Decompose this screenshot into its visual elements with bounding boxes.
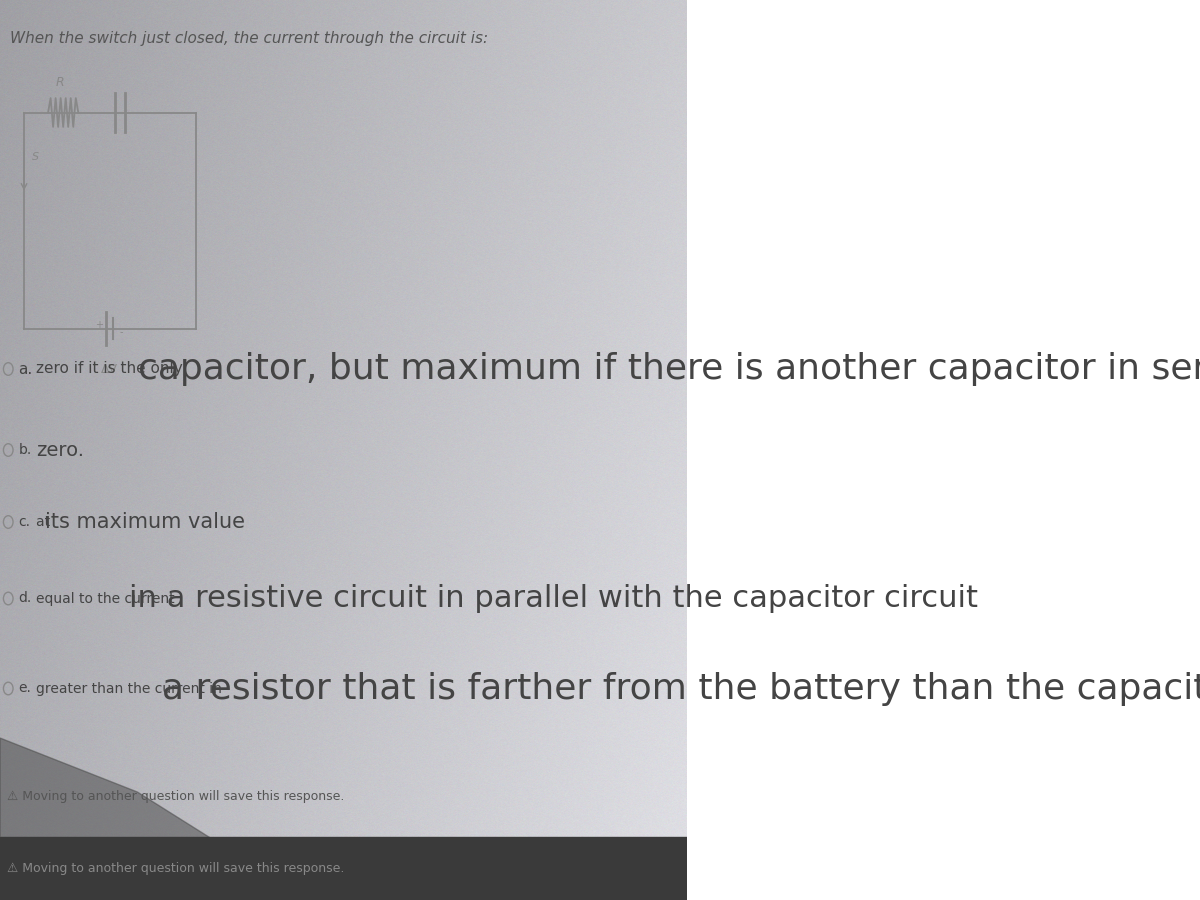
Polygon shape — [0, 738, 310, 900]
Text: -: - — [119, 327, 122, 338]
Text: ΔV: ΔV — [101, 363, 119, 375]
Text: zero if it is the only: zero if it is the only — [36, 362, 187, 376]
Text: +: + — [95, 320, 103, 330]
Text: d.: d. — [18, 591, 31, 606]
Text: c.: c. — [18, 515, 30, 529]
Bar — [0, 837, 686, 900]
Text: ⚠ Moving to another question will save this response.: ⚠ Moving to another question will save t… — [7, 862, 344, 875]
Text: e.: e. — [18, 681, 31, 696]
Text: a.: a. — [18, 362, 32, 376]
Text: When the switch just closed, the current through the circuit is:: When the switch just closed, the current… — [11, 32, 488, 47]
Text: in a resistive circuit in parallel with the capacitor circuit: in a resistive circuit in parallel with … — [130, 584, 978, 613]
Text: equal to the current: equal to the current — [36, 591, 179, 606]
Text: b.: b. — [18, 443, 31, 457]
Text: a resistor that is farther from the battery than the capacitor.: a resistor that is farther from the batt… — [162, 671, 1200, 706]
Text: ⚠ Moving to another question will save this response.: ⚠ Moving to another question will save t… — [7, 790, 344, 803]
Text: greater than the current in: greater than the current in — [36, 681, 226, 696]
Text: zero.: zero. — [36, 440, 84, 460]
Text: R: R — [55, 76, 64, 89]
Text: at: at — [36, 515, 54, 529]
Text: capacitor, but maximum if there is another capacitor in series with it.: capacitor, but maximum if there is anoth… — [138, 352, 1200, 386]
Text: its maximum value: its maximum value — [46, 512, 245, 532]
Text: S: S — [32, 152, 40, 163]
